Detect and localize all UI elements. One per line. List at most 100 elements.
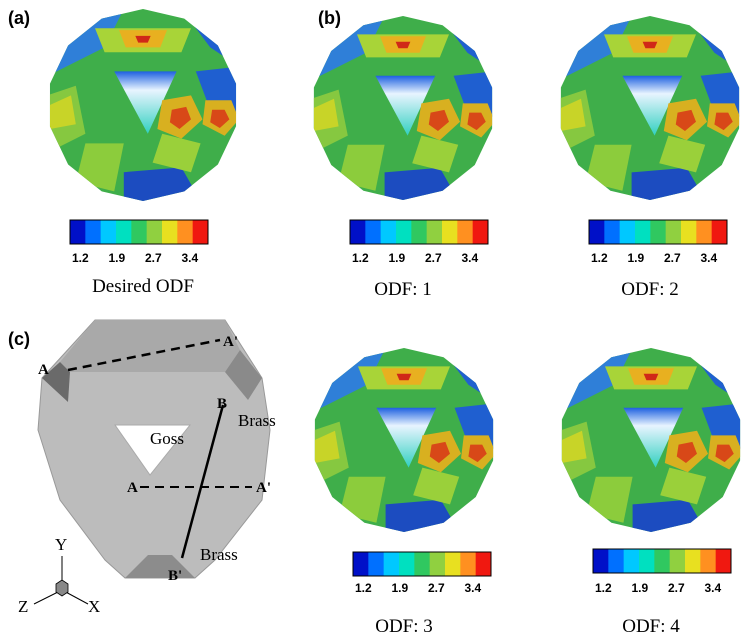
colorbar-cell [604, 220, 620, 244]
texture-label: Brass [238, 411, 276, 430]
contour-map [312, 348, 496, 532]
colorbar [589, 220, 728, 244]
point-label: B [217, 396, 227, 412]
colorbar-cell [712, 220, 728, 244]
axes-triad: Y Z X [18, 535, 100, 616]
point-label: B' [168, 568, 182, 584]
colorbar-cell [457, 220, 473, 244]
colorbar-tick-label: 3.4 [182, 251, 199, 265]
colorbar-cell [639, 549, 655, 573]
colorbar-tick-label: 1.2 [72, 251, 89, 265]
axis-label: Z [18, 597, 28, 616]
colorbar-tick-label: 2.7 [664, 251, 681, 265]
colorbar-cell [381, 220, 397, 244]
caption: ODF: 2 [621, 279, 679, 300]
axis-label: Y [55, 535, 67, 554]
colorbar-cell [476, 552, 492, 576]
texture-label: Brass [200, 545, 238, 564]
odf-plot: 1.2 1.9 2.7 3.4 ODF: 2 [558, 16, 742, 300]
colorbar-cell [666, 220, 682, 244]
colorbar-cell [654, 549, 670, 573]
colorbar-cell [442, 220, 458, 244]
colorbar-cell [608, 549, 624, 573]
colorbar-cell [101, 220, 117, 244]
colorbar-cell [411, 220, 427, 244]
colorbar-tick-label: 1.2 [595, 581, 612, 595]
colorbar-cell [473, 220, 489, 244]
colorbar-tick-label: 3.4 [465, 581, 482, 595]
point-label: A [38, 362, 49, 378]
colorbar-cell [620, 220, 636, 244]
colorbar-cell [593, 549, 609, 573]
contour-map [558, 16, 742, 200]
colorbar-tick-label: 3.4 [701, 251, 718, 265]
colorbar-cell [193, 220, 209, 244]
caption: ODF: 3 [375, 616, 433, 637]
caption: ODF: 1 [374, 279, 432, 300]
colorbar-tick-label: 2.7 [145, 251, 162, 265]
colorbar-cell [85, 220, 101, 244]
colorbar-cell [427, 220, 443, 244]
colorbar-cell [116, 220, 132, 244]
colorbar-cell [716, 549, 732, 573]
colorbar-tick-label: 2.7 [668, 581, 685, 595]
caption: ODF: 4 [622, 616, 680, 637]
texture-label: Goss [150, 429, 184, 448]
colorbar-tick-label: 1.2 [355, 581, 372, 595]
colorbar [593, 549, 732, 573]
panel-label: (a) [8, 8, 30, 28]
colorbar-cell [384, 552, 400, 576]
colorbar-cell [670, 549, 686, 573]
colorbar-cell [396, 220, 412, 244]
contour-map [47, 9, 239, 201]
colorbar-cell [445, 552, 461, 576]
colorbar-cell [368, 552, 384, 576]
colorbar-cell [696, 220, 712, 244]
contour-map [311, 16, 495, 200]
colorbar [350, 220, 489, 244]
colorbar-cell [177, 220, 193, 244]
colorbar-cell [162, 220, 178, 244]
colorbar-tick-label: 1.2 [352, 251, 369, 265]
colorbar-cell [700, 549, 716, 573]
colorbar-cell [460, 552, 476, 576]
polyhedron-diagram: A A' B Brass Goss A A' Brass B' [38, 320, 276, 584]
colorbar-tick-label: 3.4 [462, 251, 479, 265]
colorbar-cell [624, 549, 640, 573]
point-label: A' [256, 480, 271, 496]
colorbar-tick-label: 1.9 [389, 251, 406, 265]
colorbar-cell [681, 220, 697, 244]
colorbar-cell [70, 220, 86, 244]
colorbar-tick-label: 2.7 [425, 251, 442, 265]
colorbar-cell [430, 552, 446, 576]
colorbar-tick-label: 1.9 [392, 581, 409, 595]
odf-plot: 1.2 1.9 2.7 3.4 ODF: 3 [312, 348, 496, 637]
colorbar-tick-label: 1.9 [632, 581, 649, 595]
colorbar-tick-label: 1.9 [109, 251, 126, 265]
colorbar-cell [147, 220, 163, 244]
contour-map [559, 348, 743, 532]
odf-plot: 1.2 1.9 2.7 3.4 ODF: 1 [311, 16, 495, 300]
panel-label: (c) [8, 329, 30, 349]
colorbar [70, 220, 209, 244]
colorbar-tick-label: 1.2 [591, 251, 608, 265]
colorbar-cell [635, 220, 651, 244]
odf-plot: 1.2 1.9 2.7 3.4 Desired ODF [47, 9, 239, 297]
point-label: A [127, 480, 138, 496]
panel-label: (b) [318, 8, 341, 28]
colorbar-cell [685, 549, 701, 573]
point-label: A' [223, 334, 238, 350]
colorbar-cell [589, 220, 605, 244]
colorbar-cell [414, 552, 430, 576]
colorbar-tick-label: 1.9 [628, 251, 645, 265]
colorbar-cell [365, 220, 381, 244]
colorbar [353, 552, 492, 576]
colorbar-tick-label: 3.4 [705, 581, 722, 595]
colorbar-tick-label: 2.7 [428, 581, 445, 595]
colorbar-cell [353, 552, 369, 576]
caption: Desired ODF [92, 276, 194, 297]
colorbar-cell [399, 552, 415, 576]
axis-label: X [88, 597, 100, 616]
odf-plot: 1.2 1.9 2.7 3.4 ODF: 4 [559, 348, 743, 637]
colorbar-cell [650, 220, 666, 244]
